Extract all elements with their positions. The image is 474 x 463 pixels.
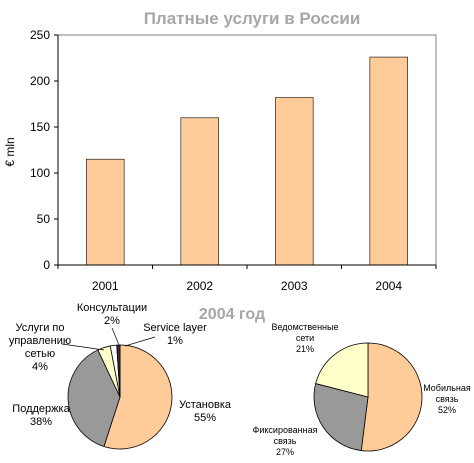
y-axis: 0 50 100 150 200 250	[30, 28, 59, 272]
pie1-label-network-1: Услуги по	[16, 322, 65, 334]
pie1-pct-support: 38%	[30, 416, 52, 428]
leader-line-service-layer	[124, 336, 156, 347]
pie1-label-consulting: Консультации	[77, 302, 147, 314]
x-tick-label: 2003	[281, 279, 308, 293]
pie-telecom	[313, 342, 423, 452]
chart-title: Платные услуги в России	[144, 9, 361, 28]
bar-2002	[180, 117, 219, 266]
pie1-label-network-2: управлению	[9, 335, 71, 347]
pie2-label-mobile-1: Мобильная	[423, 383, 471, 393]
pie1-label-service-layer: Service layer	[143, 322, 207, 334]
y-tick-label: 200	[30, 74, 50, 88]
pie1-pct-service-layer: 1%	[167, 335, 183, 347]
pie1-slice-0	[103, 344, 173, 450]
pie2-slice-0	[360, 342, 423, 452]
pie2-pct-mobile: 52%	[438, 405, 456, 415]
y-tick-label: 250	[30, 28, 50, 42]
pie1-pct-consulting: 2%	[104, 315, 120, 327]
y-tick-label: 150	[30, 120, 50, 134]
pie1-slice-4	[116, 344, 121, 398]
pie2-label-fixed-2: связь	[274, 436, 297, 446]
pie-title: 2004 год	[199, 306, 265, 323]
y-tick-label: 0	[43, 258, 50, 272]
pie2-label-mobile-2: связь	[436, 394, 459, 404]
x-axis: 2001 2002 2003 2004	[57, 264, 437, 293]
leader-line-consulting	[111, 327, 120, 346]
y-axis-label: € mln	[3, 137, 17, 166]
pie1-slice-1	[67, 349, 121, 447]
bar-2004	[369, 56, 408, 266]
y-tick-label: 100	[30, 166, 50, 180]
pie1-pct-network: 4%	[32, 361, 48, 373]
x-tick-label: 2001	[92, 279, 119, 293]
x-tick-label: 2002	[186, 279, 213, 293]
pie2-slice-2	[315, 342, 369, 398]
pie2-pct-departmental: 21%	[296, 344, 314, 354]
pie-services	[61, 327, 173, 450]
pie1-label-support: Поддержка	[12, 403, 70, 415]
y-tick-label: 50	[37, 212, 51, 226]
pie2-label-departmental-2: сети	[296, 333, 314, 343]
bar-2003	[275, 97, 314, 266]
leader-line-network	[61, 343, 105, 351]
pie2-label-fixed-1: Фиксированная	[253, 425, 318, 435]
pie1-label-network-3: сетью	[25, 348, 55, 360]
pie1-pct-install: 55%	[194, 412, 216, 424]
pie2-pct-fixed: 27%	[276, 447, 294, 457]
pie1-label-install: Установка	[179, 399, 232, 411]
pie2-label-departmental-1: Ведомственные	[272, 322, 339, 332]
pie2-slice-1	[313, 383, 369, 452]
x-tick-label: 2004	[375, 279, 402, 293]
bars	[86, 56, 408, 266]
bar-2001	[86, 158, 125, 266]
